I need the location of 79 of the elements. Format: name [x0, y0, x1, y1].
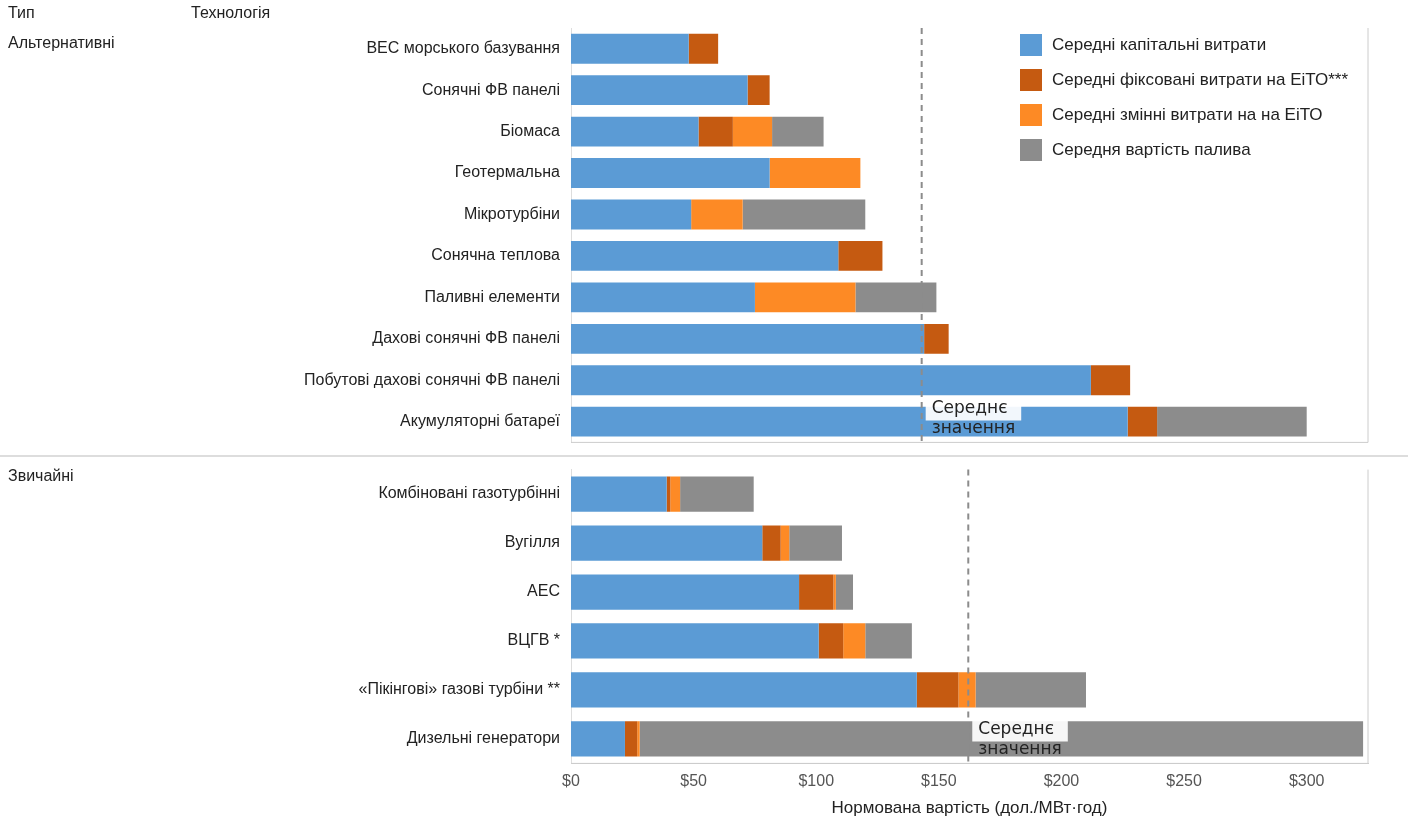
bar	[958, 672, 976, 708]
bar	[916, 672, 959, 708]
y-tick-label: Вугілля	[504, 533, 560, 551]
bar	[833, 574, 836, 610]
x-tick-label: $150	[921, 772, 957, 790]
bar	[571, 365, 1091, 396]
legend-label: Середні змінні витрати на на ЕіТО	[1051, 105, 1323, 125]
y-tick-label: Мікротурбіни	[463, 204, 560, 222]
bar	[975, 672, 1086, 708]
bar	[571, 476, 667, 512]
bar	[571, 323, 925, 354]
y-tick-label: Побутові дахові сонячні ФВ панелі	[304, 370, 560, 388]
legend-label: Середня вартість палива	[1051, 140, 1251, 160]
bar	[742, 199, 866, 230]
legend-label: Середні капітальні витрати	[1051, 35, 1267, 55]
y-tick-label: Акумуляторні батареї	[400, 412, 561, 430]
ref-line-label: Середнє значення	[978, 718, 1062, 759]
y-tick-label: Біомаса	[500, 122, 561, 140]
bar	[691, 199, 743, 230]
bar	[818, 623, 844, 659]
bar	[1090, 365, 1131, 396]
bar	[838, 241, 883, 271]
bar	[835, 574, 854, 610]
y-tick-label: ВЕС морського базування	[366, 39, 560, 57]
legend-label: Середні фіксовані витрати на ЕіТО***	[1051, 70, 1348, 90]
bar	[747, 75, 770, 106]
bar	[571, 721, 625, 757]
bar	[762, 525, 781, 561]
x-tick-label: $200	[1043, 772, 1080, 790]
y-tick-label: Геотермальна	[454, 163, 561, 181]
bar	[571, 75, 748, 106]
y-tick-label: Сонячні ФВ панелі	[421, 80, 560, 98]
bar	[571, 623, 819, 659]
bar	[571, 116, 699, 147]
bar	[571, 33, 689, 64]
bar	[843, 623, 866, 659]
bar	[1157, 406, 1307, 437]
bar	[571, 282, 755, 313]
x-tick-label: $0	[562, 772, 580, 790]
ref-line-label: Середнє значення	[931, 397, 1016, 438]
bar	[571, 199, 692, 230]
x-axis-title: Нормована вартість (дол./МВт·год)	[831, 798, 1108, 818]
y-tick-label: ВЦГВ *	[507, 631, 560, 649]
bar	[571, 672, 917, 708]
bar	[865, 623, 912, 659]
bar	[732, 116, 773, 147]
bar	[769, 158, 861, 188]
y-tick-label: АЕС	[527, 582, 560, 600]
y-tick-label: Сонячна теплова	[431, 246, 561, 264]
bar	[1127, 406, 1158, 437]
x-tick-label: $300	[1288, 772, 1325, 790]
bar	[637, 721, 640, 757]
bar	[772, 116, 824, 147]
bar	[680, 476, 754, 512]
y-axis-title: Звичайні	[8, 467, 74, 485]
x-tick-label: $50	[680, 772, 708, 790]
bar	[571, 574, 800, 610]
bar	[698, 116, 733, 147]
bar	[688, 33, 719, 64]
y-tick-label: Комбіновані газотурбінні	[378, 484, 560, 502]
y-tick-label: Дахові сонячні ФВ панелі	[372, 329, 560, 347]
bar	[624, 721, 638, 757]
text: Технологія	[191, 4, 271, 22]
bar	[571, 525, 763, 561]
bar	[924, 323, 949, 354]
bar	[780, 525, 790, 561]
y-axis-title: Альтернативні	[8, 34, 115, 52]
text: Тип	[8, 4, 35, 22]
bar	[754, 282, 856, 313]
y-tick-label: Дизельні генератори	[406, 729, 560, 747]
bar	[571, 241, 839, 271]
x-tick-label: $250	[1166, 772, 1202, 790]
x-tick-label: $100	[798, 772, 835, 790]
bar	[789, 525, 842, 561]
bar	[670, 476, 681, 512]
y-tick-label: Паливні елементи	[424, 287, 560, 305]
y-tick-label: «Пікінгові» газові турбіни **	[358, 680, 560, 698]
bar	[799, 574, 834, 610]
bar	[571, 158, 770, 188]
